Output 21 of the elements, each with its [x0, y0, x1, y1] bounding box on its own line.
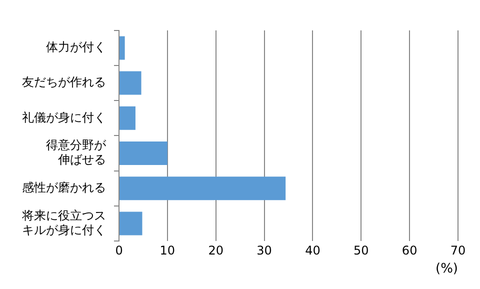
y-tick-label: 将来に役立つスキルが身に付く	[21, 208, 106, 237]
x-axis-title: (%)	[436, 262, 458, 277]
y-tick-label: 感性が磨かれる	[22, 180, 106, 194]
x-tick-label: 10	[160, 243, 176, 258]
x-tick-label: 50	[354, 243, 369, 258]
x-tick-label: 40	[305, 243, 320, 258]
bar	[120, 106, 136, 130]
x-tick-label: 20	[208, 243, 224, 258]
y-tick-label: 友だちが作れる	[22, 75, 106, 90]
y-tick-label: 礼儀が身に付く	[22, 110, 106, 124]
y-tick-label: 得意分野が伸ばせる	[46, 138, 107, 167]
x-tick-label: 0	[115, 243, 123, 258]
bar	[120, 36, 125, 60]
y-tick-label: 体力が付く	[46, 40, 106, 54]
x-tick-label: 70	[450, 243, 466, 258]
bar	[120, 176, 286, 200]
x-tick-label: 60	[402, 243, 418, 258]
bar	[120, 212, 142, 236]
bar	[120, 71, 142, 95]
bar	[120, 141, 168, 166]
x-tick-label: 30	[256, 243, 272, 258]
